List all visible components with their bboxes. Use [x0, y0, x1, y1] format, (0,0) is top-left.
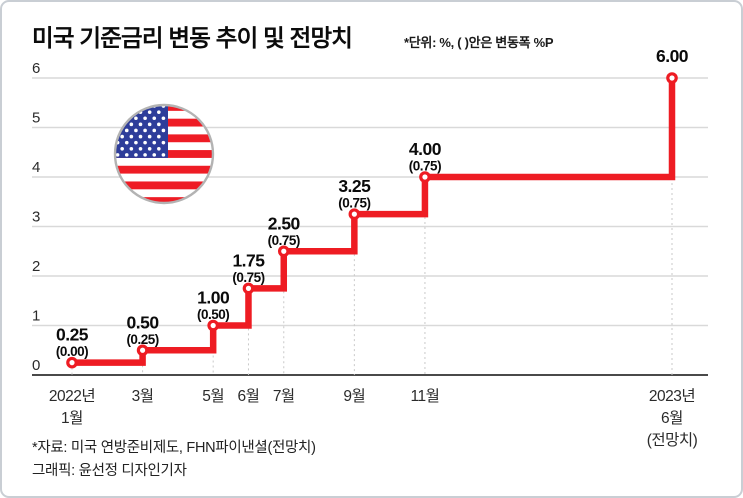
footer-notes: *자료: 미국 연방준비제도, FHN파이낸셜(전망치) 그래픽: 윤선정 디자…: [32, 437, 316, 483]
units-note: *단위: %, ( )안은 변동폭 %P: [404, 35, 554, 50]
data-point-marker: [66, 356, 78, 369]
x-tick-label: 7월: [273, 387, 295, 405]
change-label: (0.75): [409, 159, 441, 174]
us-flag-stripes: [115, 105, 213, 203]
x-tick-label: 5월: [202, 387, 224, 405]
change-label: (0.50): [197, 307, 229, 322]
data-point-marker: [348, 208, 361, 220]
value-label: 4.00: [409, 139, 442, 159]
data-point-marker: [277, 245, 290, 258]
data-point-marker: [136, 344, 149, 357]
x-tick-label: 9월: [343, 387, 365, 405]
x-tick-label: 3월: [132, 387, 154, 405]
value-label: 0.50: [127, 312, 160, 332]
y-tick-label: 6: [32, 60, 40, 77]
y-tick-label: 3: [32, 209, 40, 226]
chart-title: 미국 기준금리 변동 추이 및 전망치: [32, 25, 353, 51]
y-tick-label: 5: [32, 110, 40, 127]
x-tick-label: 2022년 1월: [49, 387, 95, 427]
x-tick-label: 11월: [411, 387, 440, 405]
data-point-marker: [207, 319, 219, 332]
change-label: (0.75): [268, 233, 300, 248]
value-label: 1.00: [197, 288, 230, 308]
value-label: 3.25: [338, 176, 371, 196]
value-label: 6.00: [656, 46, 689, 66]
flag-ring: [113, 103, 215, 205]
change-label: (0.75): [232, 270, 264, 285]
change-label: (0.00): [56, 344, 88, 359]
value-label: 2.50: [268, 213, 301, 233]
rate-step-line: [72, 78, 676, 366]
x-tick-label: 6월: [238, 387, 260, 405]
us-flag-icon: [113, 103, 215, 205]
change-label: (0.75): [338, 196, 370, 211]
change-label: (0.25): [126, 332, 158, 347]
value-label: 0.25: [56, 325, 89, 345]
x-tick-label: 2023년 6월 (전망치): [647, 387, 698, 449]
source-note: *자료: 미국 연방준비제도, FHN파이낸셜(전망치): [32, 440, 316, 456]
value-label: 1.75: [232, 250, 265, 270]
y-tick-label: 2: [32, 258, 40, 275]
data-point-marker: [242, 282, 255, 295]
y-tick-label: 1: [32, 308, 40, 325]
y-tick-label: 4: [32, 159, 40, 176]
data-point-marker: [419, 171, 431, 183]
credit-note: 그래픽: 윤선정 디자인기자: [32, 463, 187, 479]
data-point-marker: [666, 72, 678, 84]
y-tick-label: 0: [32, 357, 40, 374]
